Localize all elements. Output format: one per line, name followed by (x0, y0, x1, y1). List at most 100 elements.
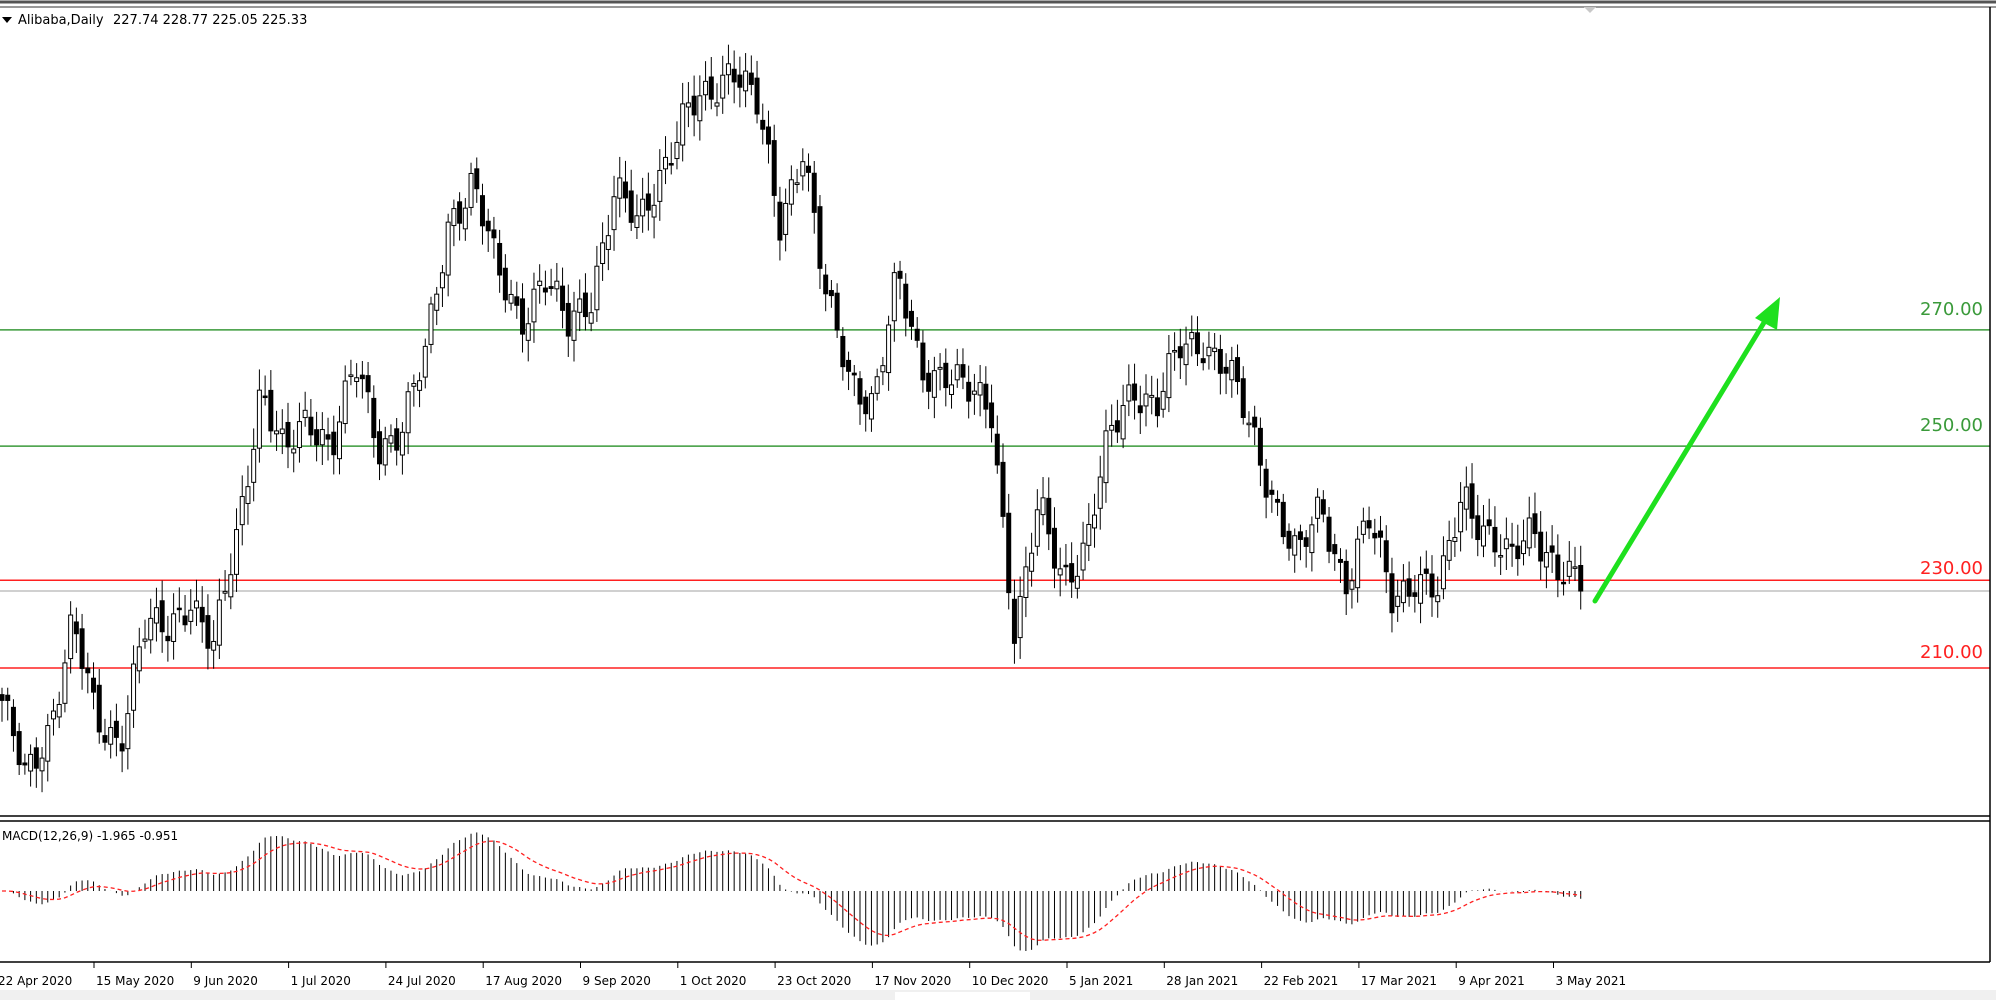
candle (1400, 564, 1406, 613)
candle (1017, 576, 1023, 659)
candle (800, 148, 806, 191)
candle (983, 366, 989, 429)
candle (622, 160, 628, 213)
candle (846, 351, 852, 391)
candle (634, 194, 640, 239)
candle (216, 578, 222, 660)
candle (1074, 554, 1080, 599)
candle (102, 718, 108, 751)
candle (1389, 557, 1395, 633)
candle (577, 279, 583, 332)
candle (1292, 528, 1298, 573)
scrollbar-thumb[interactable] (895, 992, 1030, 1000)
candle (1149, 375, 1155, 415)
candle (1097, 455, 1103, 530)
candle (1521, 519, 1527, 566)
candle (62, 649, 68, 713)
candle (22, 753, 28, 775)
candle (399, 422, 405, 475)
candle (783, 188, 789, 252)
candle (1080, 521, 1086, 580)
candle (1235, 344, 1241, 395)
candle (680, 82, 686, 162)
candle (886, 315, 892, 391)
candle (5, 687, 11, 721)
candle (1458, 482, 1464, 552)
candle (1137, 385, 1143, 434)
candle (1046, 477, 1052, 551)
candle (605, 214, 611, 271)
ohlc-values: 227.74 228.77 225.05 225.33 (113, 13, 307, 28)
candle (880, 356, 886, 386)
candle (966, 365, 972, 419)
candle (960, 348, 966, 390)
candle (743, 53, 749, 108)
candle (182, 595, 188, 632)
candle (1440, 536, 1446, 600)
candle (308, 399, 314, 446)
candle (617, 156, 623, 218)
date-axis: 22 Apr 2020 15 May 2020 9 Jun 2020 1 Jul 20… (0, 962, 1626, 988)
candle (1578, 545, 1584, 610)
candle (1320, 490, 1326, 523)
candle (708, 57, 714, 110)
candle (640, 177, 646, 233)
candle (136, 627, 142, 684)
candle (222, 570, 228, 601)
candle (840, 327, 846, 381)
candle (1280, 493, 1286, 545)
candle (697, 75, 703, 141)
candle (1069, 542, 1075, 598)
candle (1406, 561, 1412, 607)
candle (497, 229, 503, 293)
candle (39, 747, 45, 793)
candle (1515, 524, 1521, 576)
candle (703, 61, 709, 111)
candle (1000, 443, 1006, 528)
dropdown-triangle-icon[interactable] (2, 17, 12, 23)
level-label: 210.00 (1920, 642, 1983, 663)
candle (868, 386, 874, 432)
candle (1034, 489, 1040, 556)
candle (56, 691, 62, 729)
date-tick-label: 10 Dec 2020 (972, 974, 1049, 988)
candle (73, 607, 79, 654)
candle (234, 508, 240, 592)
date-tick-label: 22 Apr 2020 (0, 974, 72, 988)
symbol-label: Alibaba,Daily (18, 13, 104, 28)
bullish-arrow[interactable] (1592, 297, 1780, 604)
candle (411, 374, 417, 407)
candle (685, 82, 691, 128)
level-label: 230.00 (1920, 558, 1983, 579)
candle (1532, 492, 1538, 548)
candle (211, 620, 217, 669)
candle (731, 50, 737, 104)
candle (1051, 507, 1057, 589)
candle (937, 353, 943, 391)
candle (79, 613, 85, 690)
candle (96, 668, 102, 744)
candle (1366, 506, 1372, 540)
candle (153, 587, 159, 642)
candle (445, 213, 451, 297)
chart-shift-marker-icon[interactable] (1584, 7, 1596, 13)
candle (1246, 411, 1252, 438)
candle (176, 587, 182, 623)
date-tick-label: 9 Jun 2020 (193, 974, 258, 988)
candle (554, 262, 560, 302)
candle (794, 168, 800, 194)
candle (228, 553, 234, 610)
candle (296, 402, 302, 463)
horizontal-levels: 270.00 250.00 230.00 210.00 (0, 299, 1990, 669)
date-tick-label: 5 Jan 2021 (1069, 974, 1133, 988)
candle (256, 369, 262, 463)
candle (811, 160, 817, 234)
candle (897, 260, 903, 300)
candle (1526, 496, 1532, 557)
candle (1469, 463, 1475, 539)
candle (1217, 334, 1223, 395)
candle (674, 121, 680, 170)
candle (491, 216, 497, 259)
candle (1561, 561, 1567, 596)
